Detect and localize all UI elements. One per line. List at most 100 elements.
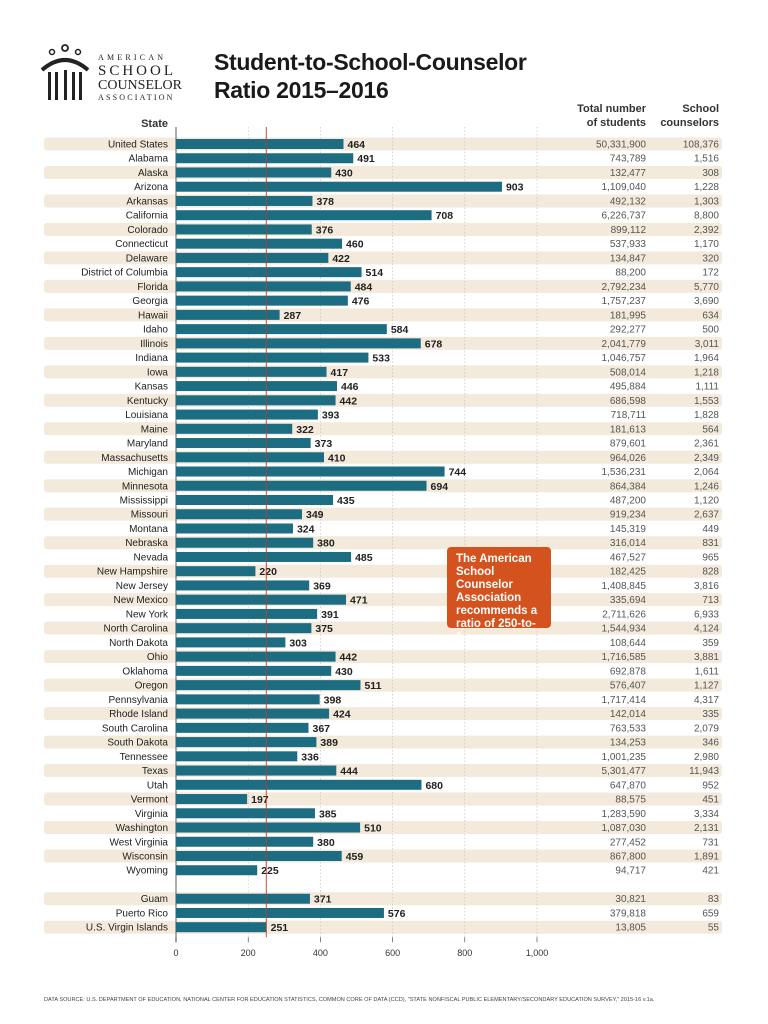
state-label: Montana xyxy=(129,524,168,535)
bar-massachusetts xyxy=(176,452,325,463)
bar-value-label: 442 xyxy=(340,652,358,664)
title-line-2: Ratio 2015–2016 xyxy=(214,77,389,103)
bar-united-states xyxy=(176,139,344,149)
counselors-value: 451 xyxy=(702,795,719,806)
state-label: California xyxy=(126,211,169,222)
bar-value-label: 678 xyxy=(425,338,443,350)
bar-vermont xyxy=(176,794,248,805)
svg-text:ASSOCIATION: ASSOCIATION xyxy=(98,93,175,102)
counselors-value: 2,637 xyxy=(694,510,719,521)
state-label: West Virginia xyxy=(109,837,168,848)
students-value: 6,226,737 xyxy=(602,211,647,222)
bar-value-label: 511 xyxy=(364,680,381,692)
state-label: Arizona xyxy=(134,182,168,193)
bar-value-label: 373 xyxy=(315,438,333,450)
students-value: 134,847 xyxy=(610,253,647,264)
bar-value-label: 460 xyxy=(346,239,364,251)
state-label: Georgia xyxy=(132,296,168,307)
counselors-value: 965 xyxy=(702,552,719,563)
counselors-value: 1,964 xyxy=(694,353,719,364)
counselors-value: 3,816 xyxy=(694,581,719,592)
bar-minnesota xyxy=(176,480,427,491)
students-value: 277,452 xyxy=(610,837,647,848)
counselors-value: 564 xyxy=(702,424,719,435)
bar-texas xyxy=(176,765,337,776)
bar-value-label: 367 xyxy=(312,723,330,735)
students-value: 2,711,626 xyxy=(602,609,646,620)
students-value: 1,536,231 xyxy=(602,467,647,478)
counselors-value: 359 xyxy=(702,638,719,649)
bar-value-label: 389 xyxy=(320,737,338,749)
x-tick-label: 200 xyxy=(241,948,256,958)
bar-rhode-island xyxy=(176,708,330,719)
bar-alabama xyxy=(176,153,354,164)
bar-puerto-rico xyxy=(176,907,384,918)
state-label: North Carolina xyxy=(104,624,169,635)
bar-value-label: 376 xyxy=(316,224,334,236)
bar-delaware xyxy=(176,252,329,263)
state-label: Puerto Rico xyxy=(116,908,169,919)
bar-value-label: 435 xyxy=(337,495,355,507)
state-label: Nevada xyxy=(134,552,169,563)
counselors-value: 3,690 xyxy=(694,296,719,307)
bar-value-label: 375 xyxy=(315,623,333,635)
bar-california xyxy=(176,210,432,221)
bar-value-label: 903 xyxy=(506,182,524,194)
counselors-value: 83 xyxy=(708,894,720,905)
x-tick-label: 400 xyxy=(313,948,328,958)
bar-value-label: 378 xyxy=(316,196,334,208)
counselors-value: 2,349 xyxy=(694,453,719,464)
counselors-value: 2,079 xyxy=(694,723,719,734)
counselors-value: 1,303 xyxy=(694,196,719,207)
students-value: 692,878 xyxy=(610,666,647,677)
state-label: Utah xyxy=(147,780,168,791)
bar-utah xyxy=(176,779,422,790)
bar-kentucky xyxy=(176,395,336,406)
counselors-value: 713 xyxy=(702,595,719,606)
x-tick-label: 1,000 xyxy=(526,948,549,958)
students-value: 13,805 xyxy=(615,923,646,934)
bar-new-mexico xyxy=(176,594,347,605)
students-value: 292,277 xyxy=(610,325,647,336)
students-value: 1,087,030 xyxy=(602,823,647,834)
bar-montana xyxy=(176,523,293,534)
state-label: Washington xyxy=(116,823,168,834)
bar-value-label: 424 xyxy=(333,709,351,721)
counselors-value: 1,516 xyxy=(694,154,719,165)
bar-arkansas xyxy=(176,195,313,206)
bar-value-label: 336 xyxy=(301,751,319,763)
bar-value-label: 197 xyxy=(251,794,269,806)
state-label: Nebraska xyxy=(125,538,168,549)
counselors-value: 1,611 xyxy=(695,666,720,677)
students-value: 647,870 xyxy=(610,780,647,791)
bar-value-label: 476 xyxy=(352,296,370,308)
bar-maine xyxy=(176,423,293,434)
students-value: 763,533 xyxy=(610,723,647,734)
bar-guam xyxy=(176,893,310,904)
students-value: 1,717,414 xyxy=(602,695,647,706)
state-label: Guam xyxy=(141,894,168,905)
bar-value-label: 484 xyxy=(355,281,373,293)
bar-value-label: 446 xyxy=(341,381,359,393)
state-label: Wyoming xyxy=(126,866,168,877)
bar-mississippi xyxy=(176,495,334,505)
svg-text:SCHOOL: SCHOOL xyxy=(98,63,176,79)
state-label: Illinois xyxy=(140,339,168,350)
students-value: 379,818 xyxy=(610,908,647,919)
svg-text:COUNSELOR: COUNSELOR xyxy=(98,78,183,93)
bar-value-label: 444 xyxy=(340,766,358,778)
bar-value-label: 491 xyxy=(357,153,375,165)
state-label: Iowa xyxy=(147,367,169,378)
bar-value-label: 324 xyxy=(297,523,315,535)
counselors-value: 1,228 xyxy=(694,182,719,193)
students-value: 142,014 xyxy=(610,709,647,720)
students-value: 181,613 xyxy=(610,424,647,435)
bar-north-dakota xyxy=(176,637,286,648)
bar-nebraska xyxy=(176,537,314,548)
counselors-value: 500 xyxy=(702,325,719,336)
bar-value-label: 422 xyxy=(332,253,350,265)
bar-colorado xyxy=(176,224,312,235)
bar-west-virginia xyxy=(176,836,314,847)
bar-pennsylvania xyxy=(176,694,320,705)
x-tick-label: 800 xyxy=(457,948,472,958)
